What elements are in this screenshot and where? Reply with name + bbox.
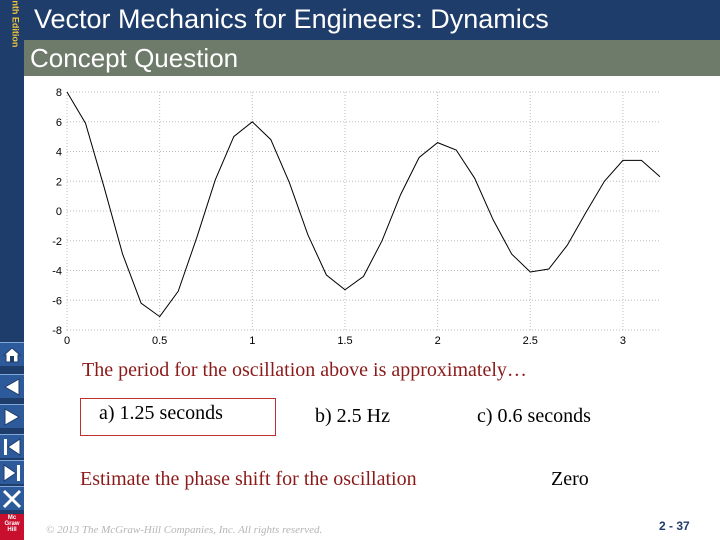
y-tick-label: 0 bbox=[56, 206, 62, 218]
home-button[interactable] bbox=[0, 342, 24, 366]
y-tick-label: 8 bbox=[56, 87, 62, 99]
x-tick-label: 2.5 bbox=[523, 335, 538, 347]
phase-answer: Zero bbox=[551, 468, 589, 490]
edition-label: Tenth Edition bbox=[0, 0, 24, 48]
phase-question: Estimate the phase shift for the oscilla… bbox=[80, 468, 417, 490]
page-title: Vector Mechanics for Engineers: Dynamics bbox=[34, 4, 549, 34]
option-c[interactable]: c) 0.6 seconds bbox=[477, 405, 591, 427]
last-icon bbox=[3, 464, 20, 482]
exit-icon bbox=[2, 489, 22, 509]
y-tick-label: -6 bbox=[52, 295, 62, 307]
exit-button[interactable] bbox=[0, 486, 24, 510]
header-bar: Vector Mechanics for Engineers: Dynamics bbox=[24, 0, 720, 40]
previous-button[interactable] bbox=[0, 374, 24, 398]
period-question: The period for the oscillation above is … bbox=[82, 359, 527, 381]
first-icon bbox=[4, 438, 21, 456]
x-tick-label: 0.5 bbox=[152, 335, 167, 347]
option-a[interactable]: a) 1.25 seconds bbox=[80, 398, 276, 436]
first-button[interactable] bbox=[0, 434, 24, 458]
y-tick-label: -4 bbox=[52, 266, 62, 278]
x-tick-label: 0 bbox=[64, 335, 70, 347]
x-tick-label: 1.5 bbox=[337, 335, 352, 347]
subheader-bar: Concept Question bbox=[24, 40, 720, 76]
x-tick-label: 1 bbox=[249, 335, 255, 347]
y-tick-label: 2 bbox=[56, 176, 62, 188]
page-number: 2 - 37 bbox=[659, 519, 690, 533]
sidebar bbox=[0, 0, 24, 540]
y-tick-label: 4 bbox=[56, 147, 62, 159]
x-tick-label: 3 bbox=[620, 335, 626, 347]
y-tick-label: -8 bbox=[52, 325, 62, 337]
y-tick-label: -2 bbox=[52, 236, 62, 248]
series-line bbox=[66, 91, 661, 318]
option-b[interactable]: b) 2.5 Hz bbox=[315, 405, 390, 427]
copyright-text: © 2013 The McGraw-Hill Companies, Inc. A… bbox=[46, 524, 323, 536]
y-tick-label: 6 bbox=[56, 117, 62, 129]
edition-text: Tenth Edition bbox=[10, 0, 21, 48]
x-tick-label: 2 bbox=[435, 335, 441, 347]
section-title: Concept Question bbox=[30, 43, 239, 73]
publisher-logo: Mc Graw Hill bbox=[0, 514, 24, 540]
next-button[interactable] bbox=[0, 404, 24, 428]
last-button[interactable] bbox=[0, 460, 24, 484]
home-icon bbox=[2, 347, 22, 363]
previous-icon bbox=[3, 378, 20, 396]
next-icon bbox=[4, 408, 21, 426]
